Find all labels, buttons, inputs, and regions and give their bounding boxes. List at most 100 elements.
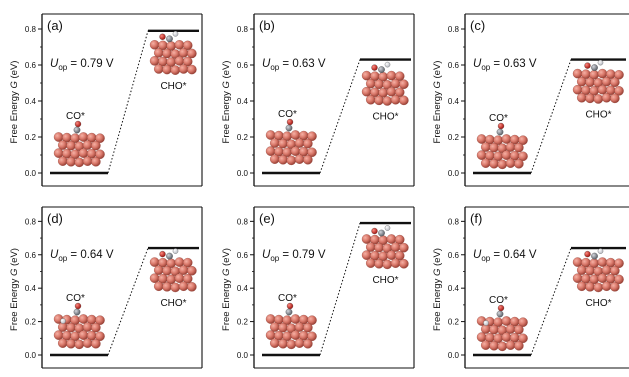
state-label-co: CO* xyxy=(278,293,297,304)
panel-b: 0.0 0.2 0.4 0.6 0.8 Free Energy G (eV) (b) Uop … xyxy=(221,13,415,187)
y-tick-label: 0.4 xyxy=(448,97,460,106)
cu-atom xyxy=(386,86,397,97)
y-tick-label: 0.2 xyxy=(448,318,460,327)
cu-atom xyxy=(585,93,595,104)
cu-atom xyxy=(187,64,197,75)
oxygen-atom xyxy=(74,120,82,128)
carbon-atom xyxy=(378,229,385,237)
cu-atom xyxy=(53,148,64,158)
cu-atom xyxy=(66,322,76,333)
cu-atom xyxy=(610,265,620,276)
cu-atom xyxy=(269,138,280,148)
cu-atom xyxy=(290,314,301,324)
cu-atom xyxy=(497,159,508,170)
cu-atom xyxy=(610,77,620,88)
cu-atom xyxy=(78,314,89,324)
cu-atom xyxy=(386,70,397,81)
y-axis-label: Free Energy G (eV) xyxy=(221,61,232,144)
cu-atom xyxy=(294,322,305,332)
cu-atom xyxy=(501,150,512,160)
transition-dotted-line xyxy=(530,247,572,356)
cu-atom xyxy=(74,339,85,350)
cu-atom xyxy=(572,84,583,95)
cu-atom xyxy=(514,340,524,351)
cu-atom xyxy=(153,48,164,58)
cu-atom xyxy=(182,257,193,268)
cu-atom xyxy=(286,339,297,350)
cu-atom xyxy=(394,234,405,245)
panel-d: 0.0 0.2 0.4 0.6 0.8 Free Energy G (eV) (d) Uop … xyxy=(9,206,203,369)
cu-atom xyxy=(365,78,376,89)
cu-atom xyxy=(265,314,276,324)
state-label-co: CO* xyxy=(66,111,85,122)
cu-atom xyxy=(601,76,612,87)
cu-atom xyxy=(505,142,516,152)
cu-atom xyxy=(178,265,189,275)
cu-atom xyxy=(78,132,89,142)
cu-atom xyxy=(162,48,172,59)
cu-atom xyxy=(476,134,487,144)
cu-atom xyxy=(382,259,393,270)
cu-atom xyxy=(365,258,376,268)
uop-annotation: Uop = 0.79 V xyxy=(262,249,326,263)
cu-atom xyxy=(390,242,401,252)
cu-atom xyxy=(394,87,405,98)
cu-atom xyxy=(307,131,317,141)
cu-atom xyxy=(480,340,491,350)
y-tick-label: 0.0 xyxy=(25,351,37,360)
cu-atom xyxy=(593,282,604,293)
state-label-co: CO* xyxy=(489,295,508,306)
cu-atom xyxy=(394,250,405,261)
cu-atom xyxy=(182,274,193,284)
uop-annotation: Uop = 0.64 V xyxy=(50,249,114,263)
cu-atom xyxy=(303,138,313,149)
state-label-cho: CHO* xyxy=(585,298,611,309)
y-tick-label: 0.6 xyxy=(25,61,37,70)
oxygen-atom xyxy=(74,302,82,310)
panel-f: 0.0 0.2 0.4 0.6 0.8 Free Energy G (eV) (f) Uop … xyxy=(432,206,629,369)
cu-atom xyxy=(265,130,276,140)
cu-atom xyxy=(182,56,193,67)
cu-atom xyxy=(307,147,317,158)
cu-atom xyxy=(269,322,280,332)
co-slab xyxy=(53,132,105,168)
cu-atom xyxy=(303,322,313,333)
cu-atom xyxy=(390,95,401,105)
carbon-atom xyxy=(73,308,81,316)
cu-atom xyxy=(290,330,301,340)
uop-annotation: Uop = 0.79 V xyxy=(50,58,114,72)
cu-atom xyxy=(386,250,397,260)
y-tick-label: 0.0 xyxy=(25,169,37,178)
hydrogen-atom xyxy=(384,61,391,68)
carbon-atom xyxy=(285,124,293,132)
cu-atom xyxy=(149,40,160,50)
cu-atom xyxy=(610,282,620,292)
cu-atom xyxy=(374,79,384,90)
cu-atom xyxy=(489,158,499,169)
panel-label: (b) xyxy=(259,18,275,33)
state-label-cho: CHO* xyxy=(160,298,186,309)
transition-dotted-line xyxy=(107,30,149,174)
y-tick-label: 0.0 xyxy=(237,169,249,178)
cu-atom xyxy=(386,234,397,244)
cu-atom xyxy=(597,257,608,267)
hydrogen-atom xyxy=(172,31,179,37)
panel-label: (f) xyxy=(470,211,482,226)
cu-atom xyxy=(518,333,528,344)
uop-annotation: Uop = 0.63 V xyxy=(473,58,537,72)
cu-atom xyxy=(174,273,185,283)
cu-atom xyxy=(501,316,512,326)
y-tick-label: 0.6 xyxy=(448,61,460,70)
cu-atom xyxy=(82,322,93,332)
cu-atom xyxy=(187,48,197,59)
transition-dotted-line xyxy=(530,59,572,174)
oxygen-atom xyxy=(159,250,166,258)
oxygen-atom xyxy=(159,33,166,40)
cu-atom xyxy=(597,84,608,95)
cu-atom xyxy=(57,322,68,332)
cu-atom xyxy=(514,324,524,335)
hydrogen-atom xyxy=(597,248,604,254)
hydrogen-atom xyxy=(483,320,489,326)
cu-atom xyxy=(178,64,189,74)
cho-slab xyxy=(361,70,409,106)
